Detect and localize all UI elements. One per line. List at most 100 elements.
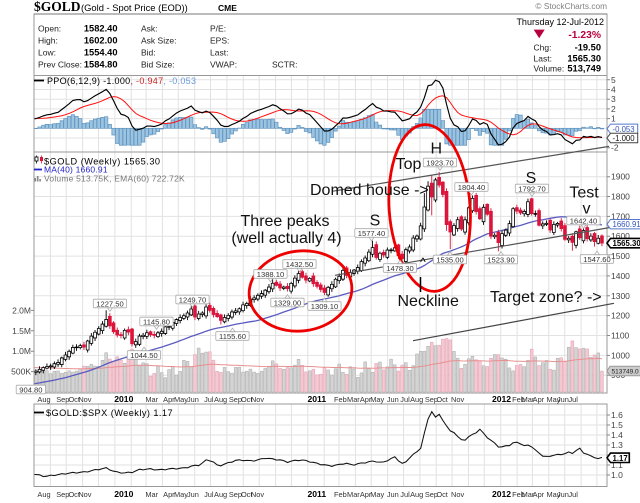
svg-text:1145.80: 1145.80 xyxy=(143,317,170,326)
svg-text:May: May xyxy=(174,490,188,499)
svg-text:Jul: Jul xyxy=(204,395,214,404)
svg-text:1.5M: 1.5M xyxy=(12,326,31,336)
svg-text:4: 4 xyxy=(611,85,616,95)
svg-text:1.5: 1.5 xyxy=(611,420,623,430)
svg-text:Feb: Feb xyxy=(512,395,525,404)
svg-text:1584.80: 1584.80 xyxy=(84,60,118,70)
svg-text:Nov: Nov xyxy=(78,490,91,499)
svg-text:Sep: Sep xyxy=(56,395,69,404)
svg-text:$GOLD: $GOLD xyxy=(34,0,81,14)
svg-text:Sep: Sep xyxy=(229,490,242,499)
svg-text:Top: Top xyxy=(396,156,422,173)
svg-text:1309.10: 1309.10 xyxy=(311,302,338,311)
svg-text:Sep: Sep xyxy=(425,395,438,404)
svg-text:Apr: Apr xyxy=(533,395,545,404)
svg-text:Mar: Mar xyxy=(145,490,158,499)
svg-text:EPS:: EPS: xyxy=(210,36,229,46)
svg-text:1565.30: 1565.30 xyxy=(613,239,640,248)
svg-text:1329.00: 1329.00 xyxy=(274,298,301,307)
svg-text:Nov: Nov xyxy=(451,395,464,404)
svg-text:S: S xyxy=(370,213,381,230)
svg-text:Sep: Sep xyxy=(56,490,69,499)
svg-text:2010: 2010 xyxy=(114,394,133,404)
svg-text:1.3: 1.3 xyxy=(611,440,623,450)
svg-text:Nov: Nov xyxy=(78,395,91,404)
svg-text:1523.90: 1523.90 xyxy=(487,255,514,264)
svg-text:Mar: Mar xyxy=(522,490,535,499)
svg-text:Aug: Aug xyxy=(410,395,423,404)
svg-text:2: 2 xyxy=(611,104,616,114)
svg-text:Last:: Last: xyxy=(210,48,228,58)
svg-text:513,749: 513,749 xyxy=(567,64,601,74)
svg-text:1.4: 1.4 xyxy=(611,430,623,440)
svg-text:1600: 1600 xyxy=(611,231,630,241)
svg-text:1660.91: 1660.91 xyxy=(613,220,640,229)
svg-text:Apr: Apr xyxy=(360,490,372,499)
svg-text:Chg:: Chg: xyxy=(534,43,552,53)
svg-text:-2: -2 xyxy=(611,143,619,153)
svg-text:Oct: Oct xyxy=(68,395,80,404)
svg-text:Jun: Jun xyxy=(387,490,399,499)
svg-text:1535.00: 1535.00 xyxy=(436,255,463,264)
svg-text:Open:: Open: xyxy=(38,24,61,34)
svg-text:Sep: Sep xyxy=(425,490,438,499)
svg-text:1: 1 xyxy=(611,114,616,124)
svg-text:Thursday 12-Jul-2012: Thursday 12-Jul-2012 xyxy=(516,17,604,27)
svg-text:P/E:: P/E: xyxy=(210,24,226,34)
svg-text:Target zone? ->: Target zone? -> xyxy=(490,289,602,306)
svg-text:Jul: Jul xyxy=(400,395,410,404)
svg-text:Mar: Mar xyxy=(522,395,535,404)
svg-text:VWAP:: VWAP: xyxy=(210,60,237,70)
svg-text:1155.60: 1155.60 xyxy=(219,332,246,341)
svg-text:Jul: Jul xyxy=(568,490,578,499)
svg-text:Jul: Jul xyxy=(204,490,214,499)
svg-text:Feb: Feb xyxy=(512,490,525,499)
svg-text:1388.10: 1388.10 xyxy=(257,270,284,279)
svg-text:May: May xyxy=(174,395,188,404)
svg-text:904.80: 904.80 xyxy=(19,385,42,394)
svg-text:1804.40: 1804.40 xyxy=(458,183,485,192)
svg-text:Nov: Nov xyxy=(451,490,464,499)
svg-text:May: May xyxy=(547,395,561,404)
svg-text:Ask:: Ask: xyxy=(141,24,158,34)
svg-text:Apr: Apr xyxy=(163,490,175,499)
svg-text:Oct: Oct xyxy=(68,490,80,499)
svg-text:1792.70: 1792.70 xyxy=(518,184,545,193)
svg-text:Bid Size:: Bid Size: xyxy=(141,60,175,70)
svg-text:SCTR:: SCTR: xyxy=(272,60,298,70)
svg-text:1400: 1400 xyxy=(611,271,630,281)
svg-text:Neckline: Neckline xyxy=(398,293,459,310)
svg-text:Nov: Nov xyxy=(251,395,264,404)
svg-text:1602.00: 1602.00 xyxy=(84,36,118,46)
svg-text:Jun: Jun xyxy=(557,490,569,499)
svg-text:513749.0: 513749.0 xyxy=(612,369,639,376)
svg-text:2012: 2012 xyxy=(492,394,511,404)
svg-text:1478.30: 1478.30 xyxy=(386,264,413,273)
svg-text:Jun: Jun xyxy=(557,395,569,404)
svg-text:Apr: Apr xyxy=(360,395,372,404)
svg-text:Ask Size:: Ask Size: xyxy=(141,36,176,46)
svg-text:2012: 2012 xyxy=(492,489,511,499)
svg-text:1300: 1300 xyxy=(611,291,630,301)
svg-text:Aug: Aug xyxy=(214,395,227,404)
svg-text:1642.40: 1642.40 xyxy=(570,216,597,225)
svg-text:1.17: 1.17 xyxy=(613,454,628,463)
svg-text:Volume 513.75K, EMA(60) 722.72: Volume 513.75K, EMA(60) 722.72K xyxy=(44,173,185,183)
svg-text:-0.053: -0.053 xyxy=(613,125,635,134)
svg-text:$GOLD:$SPX (Weekly) 1.17: $GOLD:$SPX (Weekly) 1.17 xyxy=(46,408,173,418)
svg-text:^: ^ xyxy=(420,255,426,269)
svg-text:CME: CME xyxy=(218,3,237,13)
svg-text:2010: 2010 xyxy=(114,489,133,499)
svg-text:$GOLD (Weekly) 1565.30: $GOLD (Weekly) 1565.30 xyxy=(44,156,161,166)
svg-text:1800: 1800 xyxy=(611,192,630,202)
svg-text:1000: 1000 xyxy=(611,350,630,360)
svg-text:Feb: Feb xyxy=(334,395,347,404)
svg-text:Domed house ->: Domed house -> xyxy=(310,182,429,199)
svg-text:Oct: Oct xyxy=(436,490,448,499)
svg-text:1.0M: 1.0M xyxy=(12,346,31,356)
svg-text:1.1: 1.1 xyxy=(611,460,623,470)
svg-text:1044.50: 1044.50 xyxy=(130,351,157,360)
svg-text:Low:: Low: xyxy=(38,48,56,58)
svg-text:Jul: Jul xyxy=(568,395,578,404)
svg-text:Bid:: Bid: xyxy=(141,48,156,58)
